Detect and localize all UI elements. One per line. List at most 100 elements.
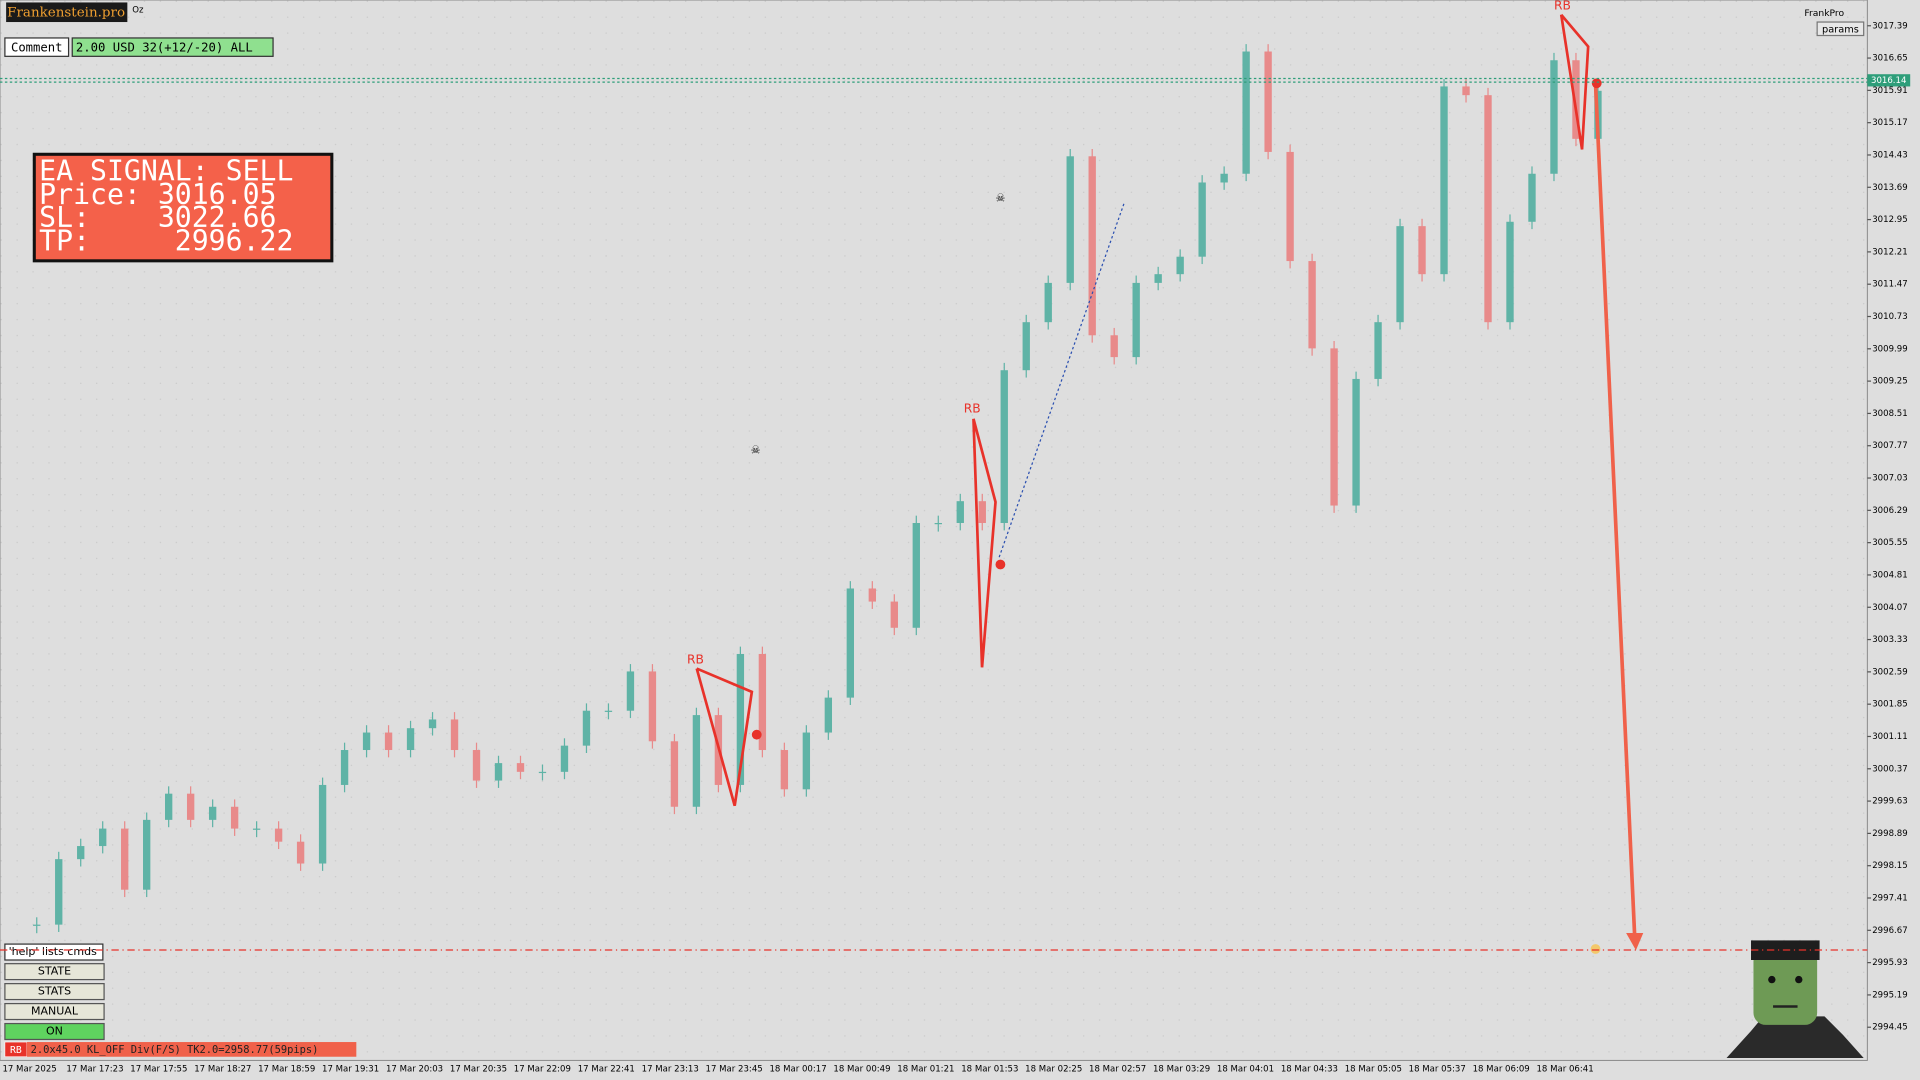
- candle: [802, 732, 811, 790]
- x-tick-label: 17 Mar 23:13: [642, 1064, 699, 1074]
- candle: [1286, 151, 1294, 262]
- y-tick-label: 3012.95: [1872, 215, 1907, 225]
- candle: [1484, 95, 1492, 323]
- control-button-label[interactable]: MANUAL: [31, 1005, 79, 1018]
- control-button[interactable]: [4, 983, 105, 1001]
- comment-label-box: [4, 37, 70, 57]
- candle: [1220, 173, 1228, 183]
- candle: [890, 601, 898, 628]
- help-box: [4, 943, 104, 961]
- pattern-overlays: ☠ ☠ RB RB RB: [687, 0, 1644, 954]
- x-tick-label: 18 Mar 06:41: [1536, 1064, 1593, 1074]
- candle: [1506, 221, 1514, 323]
- candle: [1066, 156, 1074, 283]
- candle: [1528, 173, 1536, 222]
- candle: [692, 715, 701, 807]
- signal-line: Price: 3016.05: [39, 178, 276, 211]
- y-tick-label: 3002.59: [1872, 667, 1907, 677]
- candle: [626, 671, 635, 711]
- control-button[interactable]: [4, 1002, 105, 1021]
- y-tick-label: 2996.67: [1872, 926, 1907, 936]
- pattern-shape: [972, 418, 997, 668]
- y-tick-label: 3001.85: [1872, 700, 1907, 710]
- candle: [670, 741, 679, 807]
- candle: [1462, 86, 1470, 96]
- status-bar: [26, 1042, 357, 1057]
- skull-icon: ☠: [995, 191, 1005, 204]
- control-button-label[interactable]: STATS: [38, 985, 71, 998]
- control-button-label[interactable]: STATE: [38, 965, 71, 978]
- y-tick-label: 3010.73: [1872, 312, 1907, 322]
- candle: [55, 859, 63, 925]
- y-tick-label: 3009.25: [1872, 377, 1907, 387]
- signal-line: EA SIGNAL: SELL: [39, 155, 293, 188]
- y-tick-label: 3007.03: [1872, 474, 1907, 484]
- control-button[interactable]: [4, 963, 105, 981]
- candle: [1440, 86, 1448, 275]
- candle: [736, 653, 745, 785]
- params-button[interactable]: [1816, 21, 1865, 37]
- x-tick-label: 18 Mar 01:53: [961, 1064, 1018, 1074]
- y-tick-label: 3009.99: [1872, 344, 1907, 354]
- y-tick-label: 3016.65: [1872, 54, 1907, 64]
- candle: [318, 784, 327, 864]
- candle: [1198, 182, 1206, 257]
- y-tick-label: 3004.07: [1872, 603, 1907, 613]
- y-tick-label: 3004.81: [1872, 570, 1907, 580]
- signal-line: TP: 2996.22: [39, 224, 293, 257]
- x-tick-label: 18 Mar 03:29: [1153, 1064, 1210, 1074]
- candle: [1352, 378, 1360, 506]
- comment-value: 2.00 USD 32(+12/-20) ALL: [76, 40, 253, 54]
- candle: [1176, 256, 1184, 275]
- x-tick-label: 17 Mar 22:41: [578, 1064, 635, 1074]
- params-label[interactable]: params: [1822, 24, 1859, 35]
- x-tick-label: 18 Mar 00:49: [833, 1064, 890, 1074]
- candle: [1264, 51, 1272, 152]
- signal-arrow: [1593, 83, 1637, 937]
- candle: [758, 653, 767, 751]
- candle: [604, 710, 613, 712]
- candle: [164, 793, 173, 820]
- candle: [1132, 282, 1140, 358]
- y-tick-label: 3001.11: [1872, 732, 1907, 742]
- candle: [1110, 335, 1118, 358]
- candle: [1088, 156, 1096, 336]
- comment-label: Comment: [11, 40, 63, 54]
- controls: 'help' lists cmds STATE STATS MANUAL ON: [4, 943, 105, 1041]
- arrow-head: [1626, 933, 1644, 951]
- help-text: 'help' lists cmds: [9, 945, 98, 958]
- candle: [494, 763, 503, 781]
- x-tick-label: 18 Mar 04:33: [1281, 1064, 1338, 1074]
- candle: [538, 771, 547, 774]
- y-tick-label: 2995.93: [1872, 958, 1907, 968]
- candle: [780, 750, 789, 790]
- control-button-label[interactable]: ON: [46, 1025, 63, 1038]
- comment-value-box: [71, 37, 274, 57]
- y-tick-label: 3014.43: [1872, 150, 1907, 160]
- candle: [472, 750, 481, 781]
- candle: [868, 588, 876, 602]
- skull-icon: ☠: [751, 444, 761, 457]
- candle: [516, 763, 525, 772]
- candle: [143, 819, 151, 890]
- candle: [1154, 274, 1162, 283]
- x-tick-label: 18 Mar 05:37: [1409, 1064, 1466, 1074]
- y-tick-label: 2999.63: [1872, 797, 1907, 807]
- candle: [406, 728, 415, 751]
- x-tick-label: 17 Mar 19:31: [322, 1064, 379, 1074]
- candle: [384, 732, 393, 751]
- candle: [230, 806, 239, 829]
- pattern-shape: [1559, 13, 1590, 150]
- control-button[interactable]: [4, 1022, 105, 1041]
- y-tick-label: 3013.69: [1872, 183, 1907, 193]
- candle: [1000, 370, 1008, 524]
- y-tick-label: 3015.91: [1872, 86, 1907, 96]
- signal-dot: [995, 559, 1006, 570]
- candle: [1396, 226, 1404, 323]
- candle: [121, 828, 129, 890]
- candle: [274, 828, 283, 842]
- brand-box: [6, 2, 128, 23]
- candle: [296, 841, 305, 864]
